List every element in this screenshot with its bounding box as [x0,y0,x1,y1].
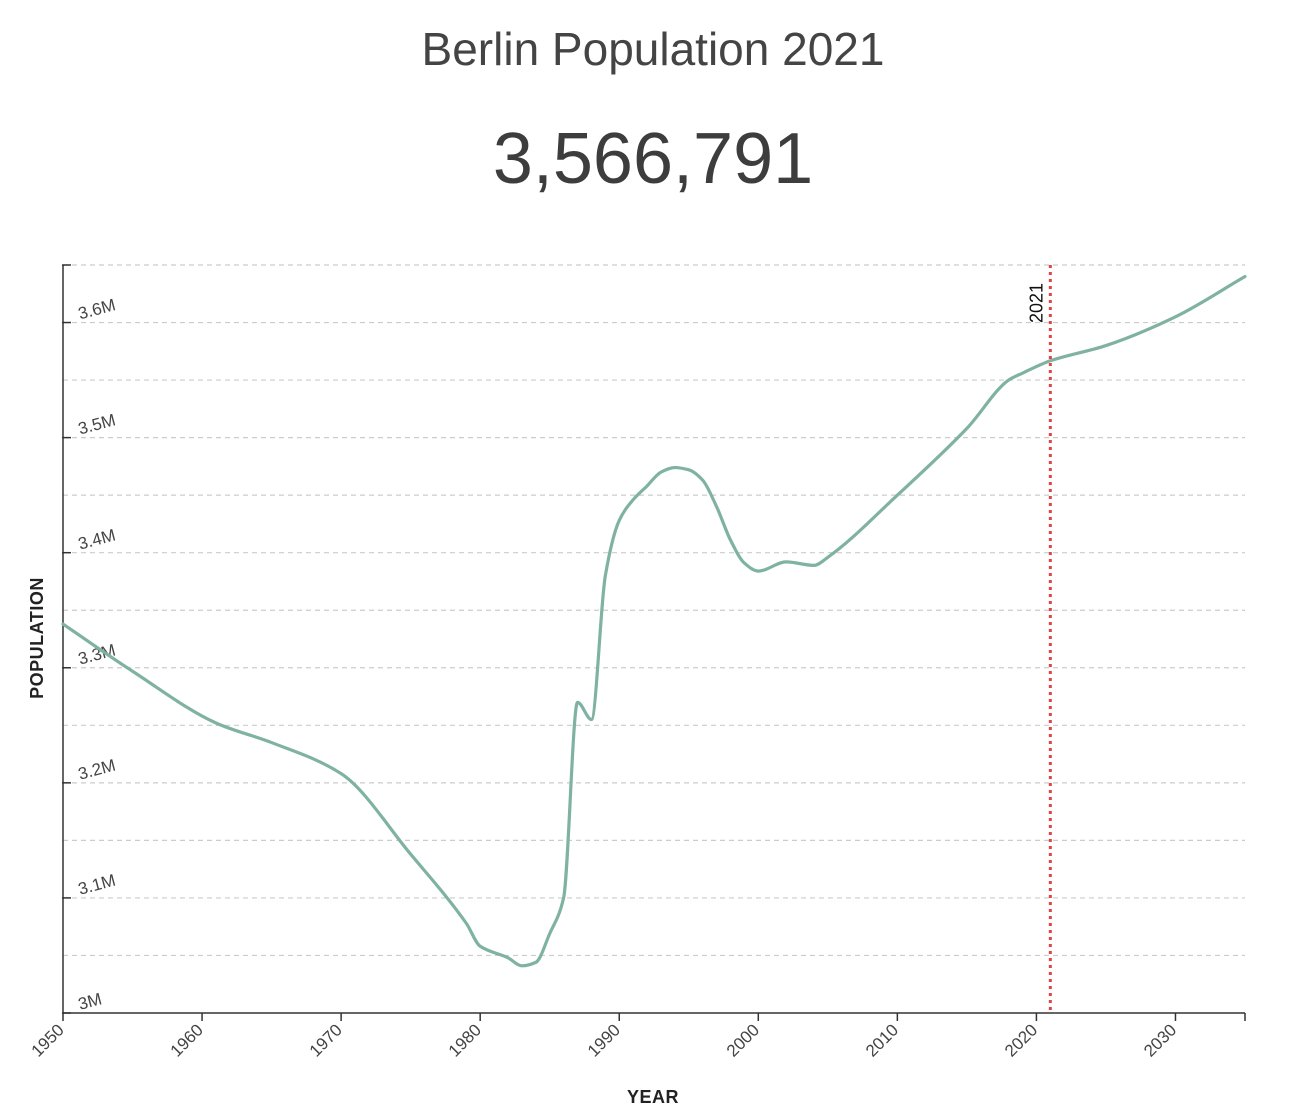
population-line [61,274,1247,968]
ticks: 3M 3.1M 3.2M 3.3M 3.4M 3.5M 3.6M 1950 1960 1970 19… [28,264,1246,1061]
y-tick-label: 3.2M [76,756,117,784]
y-tick-label: 3.3M [76,640,117,668]
y-tick-label: 3.6M [76,295,117,323]
x-tick-label: 2000 [723,1020,763,1060]
x-tick-label: 1960 [167,1020,207,1060]
x-tick-label: 2030 [1140,1020,1180,1060]
chart-title: Berlin Population 2021 [421,23,885,75]
axes [62,265,1245,1014]
x-tick-label: 1980 [445,1020,485,1060]
x-tick-label: 2020 [1001,1020,1041,1060]
y-tick-label: 3.5M [76,410,117,438]
y-axis-title: POPULATION [27,577,47,699]
gridlines [63,264,1245,957]
x-tick-label: 1970 [306,1020,346,1060]
x-tick-label: 1990 [584,1020,624,1060]
y-tick-label: 3.4M [76,525,117,553]
population-value: 3,566,791 [492,119,814,199]
x-tick-label: 2010 [862,1020,902,1060]
y-tick-label: 3M [76,989,104,1013]
x-axis-title: YEAR [627,1087,679,1107]
x-tick-label: 1950 [28,1020,68,1060]
y-tick-label: 3.1M [76,871,117,899]
current-year-marker-label: 2021 [1026,283,1046,323]
